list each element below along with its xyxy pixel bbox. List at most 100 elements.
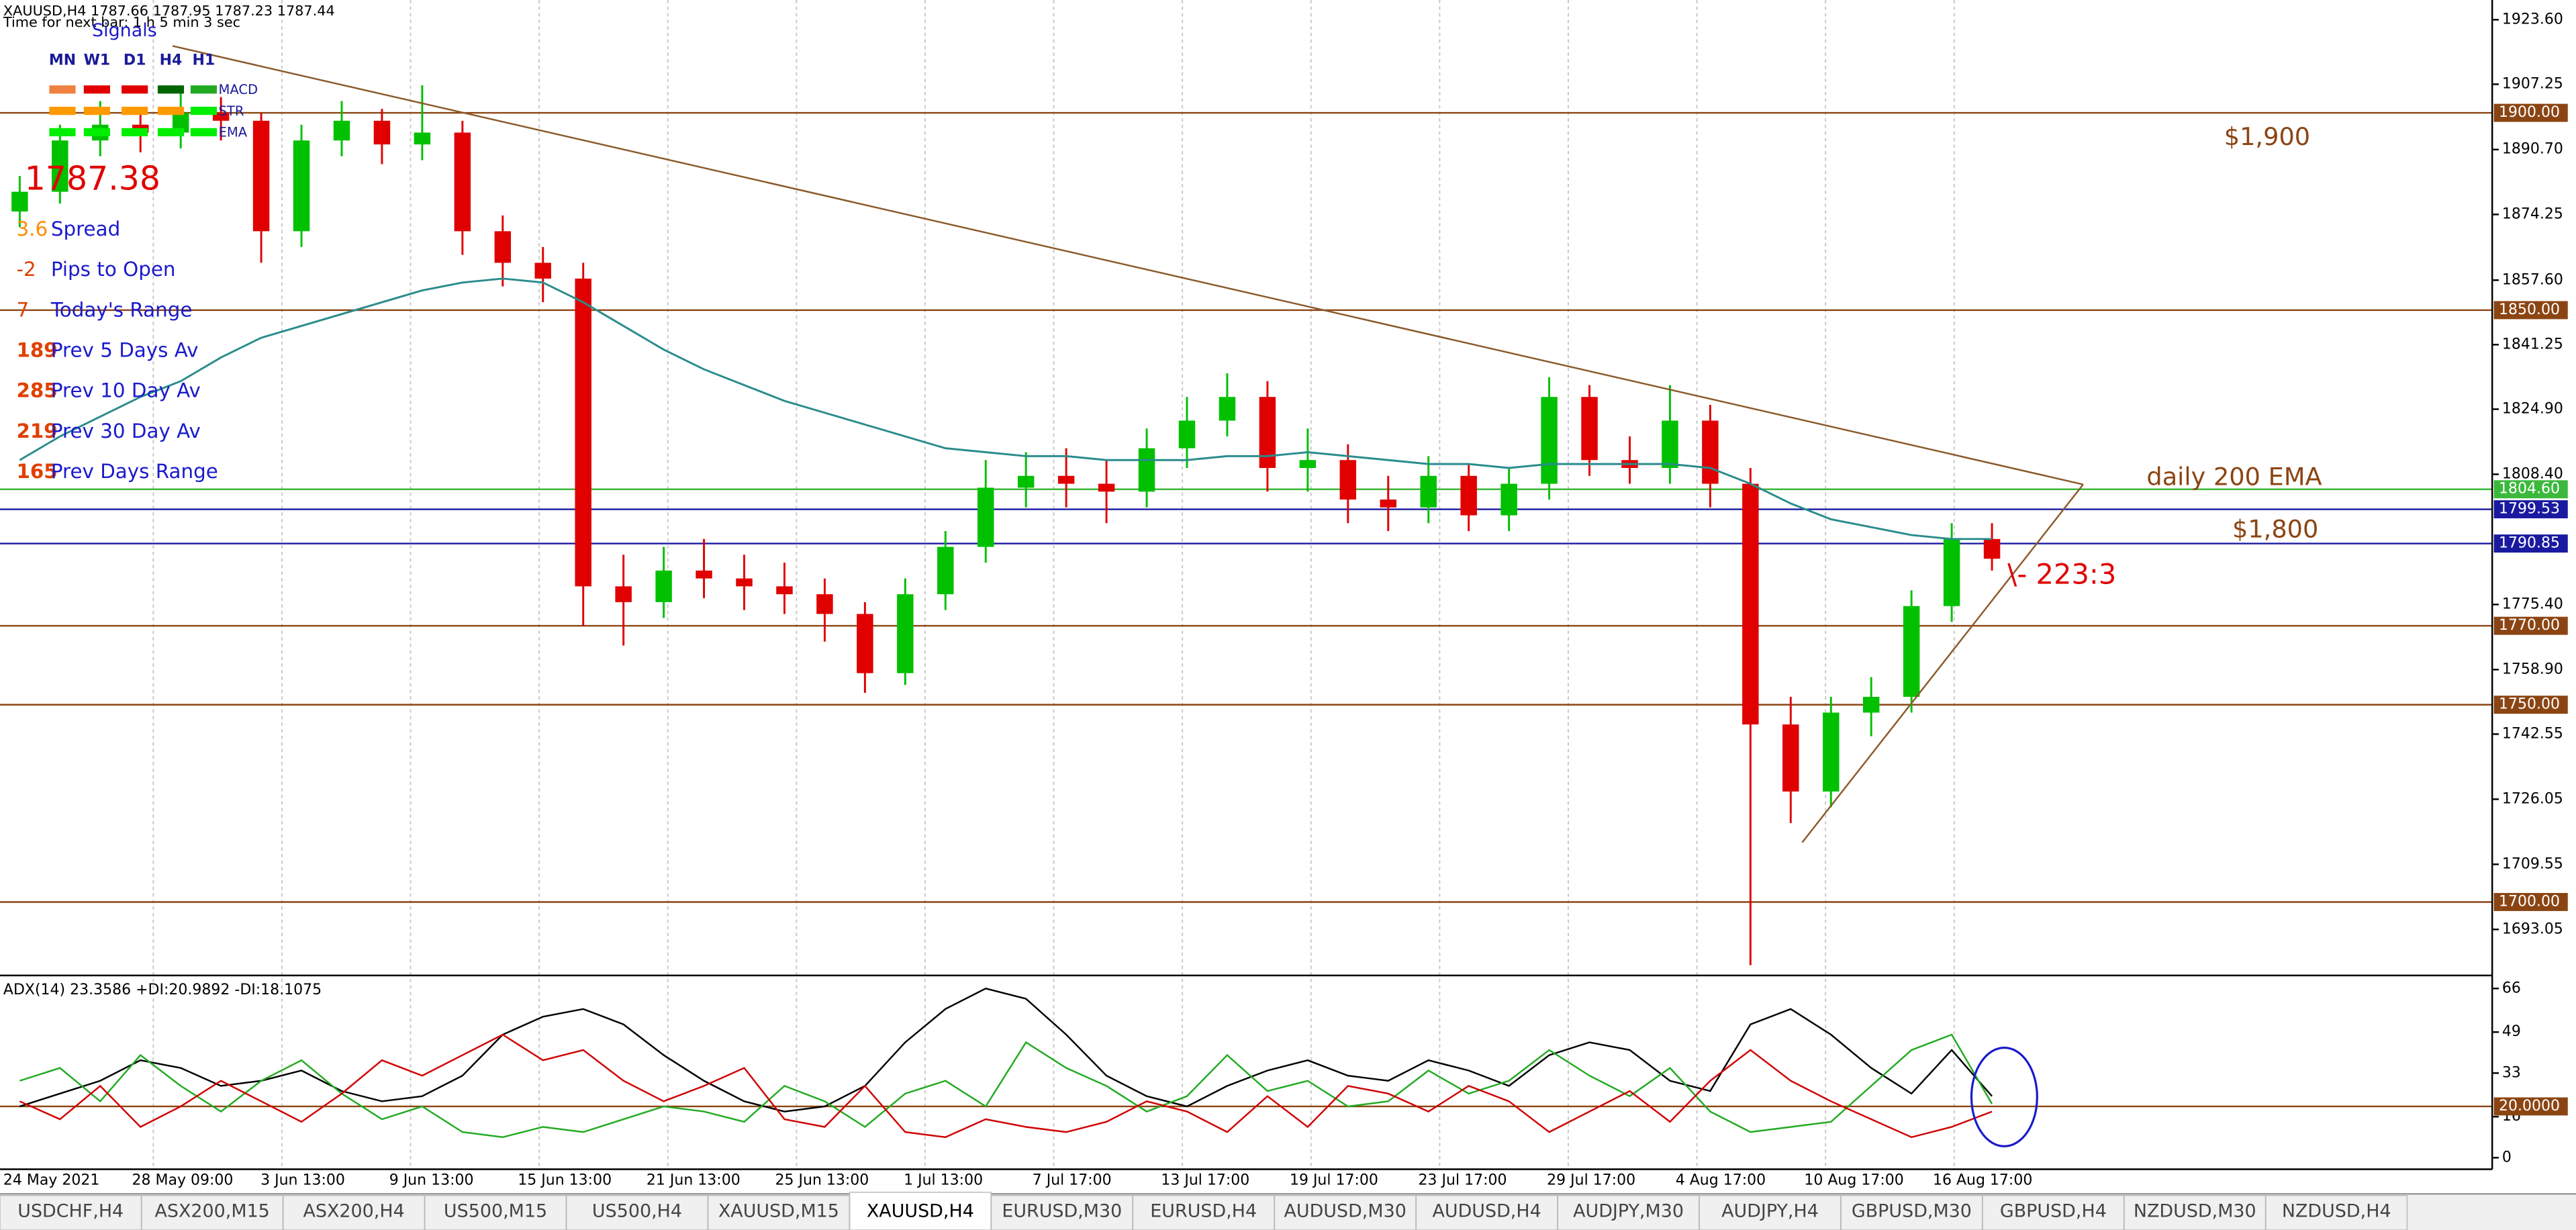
level-label: 1790.85 xyxy=(2499,535,2560,552)
tab-label[interactable]: AUDUSD,M30 xyxy=(1284,1201,1406,1222)
tab-label[interactable]: US500,H4 xyxy=(592,1201,682,1222)
signal-dash xyxy=(190,85,218,94)
candle-body xyxy=(1500,483,1517,516)
candle-body xyxy=(897,594,914,673)
candle-body xyxy=(1662,420,1678,469)
tab-label[interactable]: GBPUSD,M30 xyxy=(1852,1201,1972,1222)
tab-label[interactable]: GBPUSD,H4 xyxy=(2000,1201,2107,1222)
signal-dash xyxy=(83,85,110,94)
candle-body xyxy=(1823,712,1840,792)
signal-column: MN xyxy=(49,52,76,69)
tab-label[interactable]: EURUSD,H4 xyxy=(1150,1201,1257,1222)
tab-label[interactable]: XAUUSD,M15 xyxy=(718,1201,839,1222)
tab[interactable] xyxy=(990,1194,1133,1230)
level-label-box xyxy=(2493,893,2568,911)
tab[interactable] xyxy=(424,1194,567,1230)
candle-body xyxy=(293,140,310,232)
tab-label[interactable]: NZDUSD,H4 xyxy=(2282,1201,2391,1222)
signal-dash xyxy=(49,128,76,137)
y-tick-label: 1742.55 xyxy=(2502,725,2563,742)
signal-dash xyxy=(83,128,110,137)
level-label: 1799.53 xyxy=(2499,501,2560,518)
y-tick-label: 1890.70 xyxy=(2502,141,2563,158)
candle-body xyxy=(494,231,512,263)
trend-line xyxy=(1801,483,2084,843)
y-tick-label: 1923.60 xyxy=(2502,11,2563,28)
tab[interactable] xyxy=(0,1194,142,1230)
level-label: 1700.00 xyxy=(2499,893,2560,910)
signal-dash xyxy=(190,106,218,115)
signal-column: D1 xyxy=(124,52,146,69)
candle-body xyxy=(977,487,994,547)
candle-body xyxy=(373,120,391,145)
candle-body xyxy=(1983,538,2001,559)
candle-body xyxy=(776,586,793,595)
tab-label[interactable]: NZDUSD,M30 xyxy=(2134,1201,2256,1222)
signal-dash xyxy=(122,106,148,115)
adx-title: ADX(14) 23.3586 +DI:20.9892 -DI:18.1075 xyxy=(3,982,322,998)
marks-layer xyxy=(11,85,2001,1139)
trend-line xyxy=(172,45,2084,485)
y-tick-label: 1907.25 xyxy=(2502,75,2563,92)
candle-body xyxy=(1299,460,1317,469)
tab-label[interactable]: US500,M15 xyxy=(444,1201,547,1222)
candle-body xyxy=(1581,397,1598,461)
signal-column: H1 xyxy=(193,52,216,69)
tab[interactable] xyxy=(566,1194,708,1230)
tab-label[interactable]: USDCHF,H4 xyxy=(17,1201,124,1222)
candle-body xyxy=(736,578,753,587)
signal-dash xyxy=(157,85,185,94)
x-tick-label: 29 Jul 17:00 xyxy=(1547,1172,1635,1189)
tab-label[interactable]: ASX200,M15 xyxy=(155,1201,270,1222)
candle-body xyxy=(454,132,471,232)
signal-row: MACD xyxy=(218,82,258,97)
y-tick-label: 1824.90 xyxy=(2502,400,2563,417)
tab-label[interactable]: AUDJPY,H4 xyxy=(1721,1201,1819,1222)
stat-label: Prev 30 Day Av xyxy=(51,420,201,442)
tab[interactable] xyxy=(1699,1194,1842,1230)
candle-body xyxy=(1903,606,1920,697)
x-tick-label: 28 May 09:00 xyxy=(132,1172,233,1189)
x-tick-label: 4 Aug 17:00 xyxy=(1676,1172,1766,1189)
stat-value: 3.6 xyxy=(16,218,48,240)
signal-dash xyxy=(49,85,76,94)
signal-dash xyxy=(122,85,148,94)
tab-label[interactable]: AUDJPY,M30 xyxy=(1573,1201,1684,1222)
candle-body xyxy=(655,570,672,602)
ema-line xyxy=(19,277,1993,540)
stat-label: Spread xyxy=(51,218,120,240)
signals-title: Signals xyxy=(92,20,157,41)
tab[interactable] xyxy=(1132,1194,1275,1230)
x-tick-label: 24 May 2021 xyxy=(3,1172,99,1189)
candle-body xyxy=(52,140,68,192)
tab[interactable] xyxy=(1982,1194,2125,1230)
tab-label[interactable]: ASX200,H4 xyxy=(303,1201,404,1222)
candle-body xyxy=(1782,724,1799,792)
overlay-layer: $1,900 daily 200 EMA $1,800 \- 223:3 XAU… xyxy=(0,0,2568,1189)
tab-label[interactable]: EURUSD,M30 xyxy=(1002,1201,1122,1222)
candle-body xyxy=(212,113,230,121)
signal-dash xyxy=(49,106,76,115)
tab[interactable] xyxy=(849,1192,992,1230)
x-tick-label: 19 Jul 17:00 xyxy=(1290,1172,1378,1189)
adx-tick-label: 0 xyxy=(2502,1149,2512,1166)
annotation: $1,900 xyxy=(2224,122,2310,151)
chart-header: XAUUSD,H4 1787.66 1787.95 1787.23 1787.4… xyxy=(3,3,335,19)
tab[interactable] xyxy=(1274,1194,1417,1230)
candle-body xyxy=(252,120,270,232)
tab[interactable] xyxy=(1557,1194,1700,1230)
tab-label[interactable]: XAUUSD,H4 xyxy=(867,1201,974,1222)
x-tick-label: 1 Jul 13:00 xyxy=(904,1172,983,1189)
current-price: 1787.38 xyxy=(25,160,160,198)
x-tick-label: 13 Jul 17:00 xyxy=(1161,1172,1249,1189)
tab[interactable] xyxy=(141,1194,284,1230)
tab[interactable] xyxy=(2265,1194,2408,1230)
tab[interactable] xyxy=(707,1194,850,1230)
tab[interactable] xyxy=(1415,1194,1558,1230)
tab[interactable] xyxy=(1840,1194,1983,1230)
signal-dash xyxy=(157,128,185,137)
adx-tick-label: 33 xyxy=(2502,1064,2521,1081)
candle-body xyxy=(1380,500,1397,508)
tab-label[interactable]: AUDUSD,H4 xyxy=(1432,1201,1541,1222)
signal-row: STR xyxy=(218,103,244,119)
